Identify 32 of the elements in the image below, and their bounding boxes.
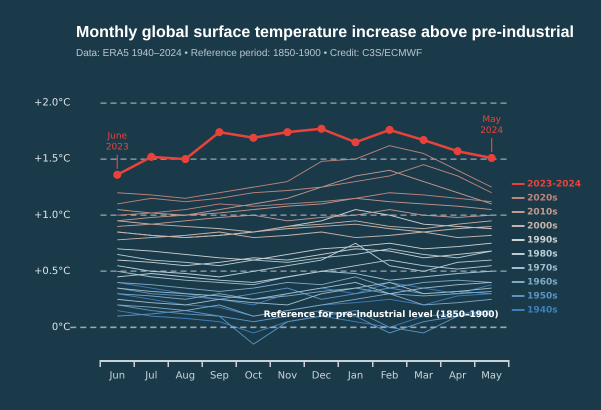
x-tick-label: Dec	[312, 370, 332, 382]
ref-line-label: Reference for pre-industrial level (1850–1900)	[264, 310, 499, 320]
legend-label: 1980s	[527, 249, 558, 260]
chart-title: Monthly global surface temperature increase above pre-industrial	[76, 24, 575, 42]
chart-subtitle: Data: ERA5 1940–2024 • Reference period: 1850-1900 • Credit: C3S/ECMWF	[76, 48, 424, 59]
legend-label: 1950s	[527, 291, 558, 302]
legend-label: 2010s	[527, 207, 558, 218]
y-tick-label: +1.5°C	[34, 154, 70, 165]
legend-label: 1990s	[527, 235, 558, 246]
legend-label: 2020s	[527, 193, 558, 204]
legend-label: 1960s	[527, 277, 558, 288]
y-tick-label: 0°C	[52, 322, 70, 333]
legend-label: 2023-2024	[527, 179, 582, 190]
annotation: June 2023	[106, 132, 129, 153]
legend-label: 1970s	[527, 263, 558, 274]
legend-label: 2000s	[527, 221, 558, 232]
x-tick-label: Feb	[380, 370, 398, 382]
y-tick-label: +1.0°C	[34, 210, 70, 221]
legend-label: 1940s	[527, 305, 558, 316]
x-tick-label: May	[481, 370, 502, 382]
x-tick-label: Jan	[346, 370, 364, 382]
x-tick-label: Oct	[244, 370, 262, 382]
x-tick-label: Apr	[448, 370, 468, 382]
y-tick-label: +0.5°C	[34, 266, 70, 277]
annotation: May 2024	[480, 114, 504, 136]
x-tick-label: Nov	[278, 370, 298, 382]
x-tick-label: Mar	[414, 370, 434, 382]
y-tick-label: +2.0°C	[34, 98, 70, 109]
x-tick-label: Jul	[144, 370, 158, 382]
x-tick-label: Sep	[210, 370, 229, 382]
x-tick-label: Aug	[176, 370, 196, 382]
x-tick-label: Jun	[108, 370, 126, 382]
